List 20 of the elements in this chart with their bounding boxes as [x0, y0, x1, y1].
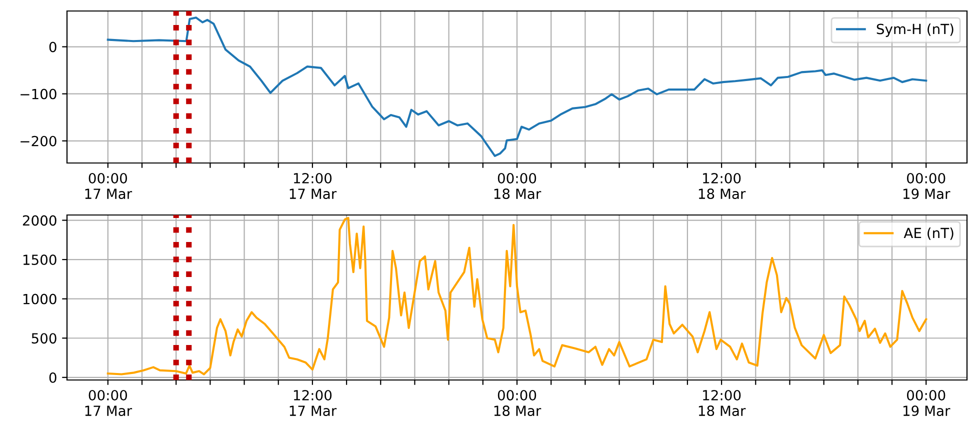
y-tick-label: 500	[32, 333, 56, 344]
x-tick-label: 12:00 17 Mar	[290, 172, 337, 200]
x-tick-label: 00:00 18 Mar	[494, 390, 542, 416]
x-tick-label: 12:00 18 Mar	[698, 390, 746, 416]
y-tick-label: 2000	[22, 215, 56, 226]
x-tick-label: 00:00 19 Mar	[903, 172, 950, 200]
y-tick-label: 1500	[23, 254, 56, 266]
y-tick-label: −200	[20, 136, 56, 146]
x-tick-label: 12:00 18 Mar	[698, 172, 746, 200]
y-tick-label: 1000	[23, 294, 56, 304]
x-tick-label: 00:00 17 Mar	[85, 390, 132, 416]
y-tick-label: −100	[20, 88, 56, 100]
x-tick-label: 00:00 17 Mar	[85, 172, 132, 200]
y-tick-label: 0	[49, 372, 56, 383]
x-tick-label: 00:00 19 Mar	[903, 390, 950, 416]
x-tick-label: 12:00 17 Mar	[290, 390, 337, 416]
y-tick-label: 0	[49, 42, 56, 52]
legend-label: Sym-H (nT)	[876, 24, 954, 37]
legend-label: AE (nT)	[904, 228, 954, 240]
x-tick-label: 00:00 18 Mar	[494, 172, 542, 200]
